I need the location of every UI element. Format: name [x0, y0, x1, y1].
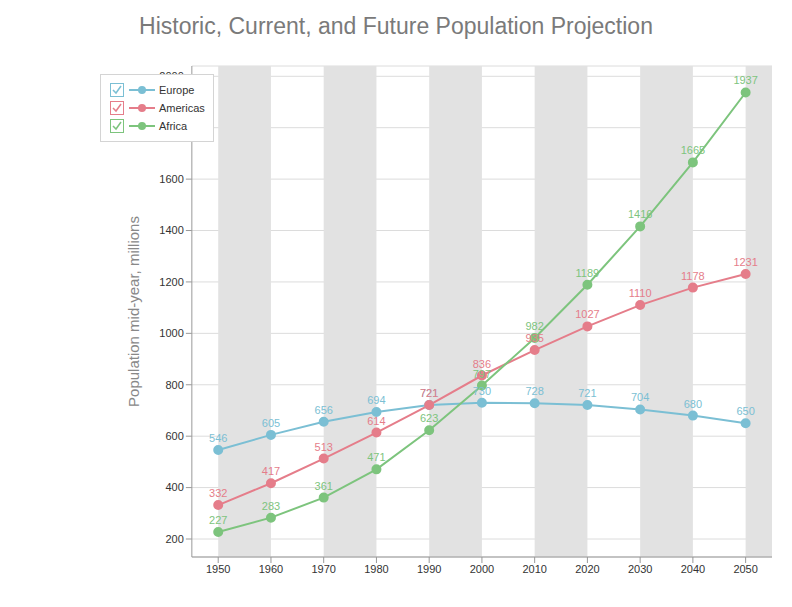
- svg-text:1200: 1200: [159, 276, 183, 288]
- svg-text:1960: 1960: [259, 563, 283, 575]
- svg-text:2030: 2030: [628, 563, 652, 575]
- svg-text:2040: 2040: [681, 563, 705, 575]
- svg-text:361: 361: [315, 480, 333, 492]
- svg-text:2000: 2000: [470, 563, 494, 575]
- svg-text:332: 332: [209, 487, 227, 499]
- svg-text:417: 417: [262, 465, 280, 477]
- svg-text:721: 721: [578, 387, 596, 399]
- svg-text:471: 471: [367, 451, 385, 463]
- svg-text:546: 546: [209, 432, 227, 444]
- svg-text:400: 400: [165, 481, 183, 493]
- svg-text:728: 728: [525, 385, 543, 397]
- svg-text:1416: 1416: [628, 208, 652, 220]
- svg-text:2010: 2010: [522, 563, 546, 575]
- svg-text:614: 614: [367, 415, 385, 427]
- svg-text:227: 227: [209, 514, 227, 526]
- svg-text:1600: 1600: [159, 173, 183, 185]
- svg-text:935: 935: [525, 332, 543, 344]
- svg-text:605: 605: [262, 417, 280, 429]
- svg-text:721: 721: [420, 387, 438, 399]
- svg-text:730: 730: [473, 385, 491, 397]
- svg-text:694: 694: [367, 394, 385, 406]
- svg-text:2020: 2020: [575, 563, 599, 575]
- svg-text:1178: 1178: [681, 270, 705, 282]
- svg-text:200: 200: [165, 533, 183, 545]
- svg-text:800: 800: [165, 379, 183, 391]
- svg-text:1970: 1970: [311, 563, 335, 575]
- svg-text:1189: 1189: [576, 267, 600, 279]
- svg-text:623: 623: [420, 412, 438, 424]
- svg-text:1990: 1990: [417, 563, 441, 575]
- svg-text:Population mid-year, millions: Population mid-year, millions: [125, 216, 142, 407]
- svg-text:656: 656: [315, 404, 333, 416]
- svg-text:600: 600: [165, 430, 183, 442]
- svg-text:1950: 1950: [206, 563, 230, 575]
- svg-text:1000: 1000: [159, 327, 183, 339]
- svg-text:2050: 2050: [733, 563, 757, 575]
- svg-text:1231: 1231: [733, 256, 757, 268]
- svg-text:1400: 1400: [159, 224, 183, 236]
- svg-text:1027: 1027: [575, 308, 599, 320]
- svg-text:513: 513: [315, 441, 333, 453]
- svg-text:650: 650: [736, 405, 754, 417]
- svg-text:1665: 1665: [681, 144, 705, 156]
- svg-text:1937: 1937: [733, 74, 757, 86]
- svg-text:704: 704: [631, 391, 649, 403]
- svg-text:1800: 1800: [159, 122, 183, 134]
- svg-text:1110: 1110: [629, 287, 652, 299]
- svg-text:680: 680: [684, 398, 702, 410]
- svg-text:797: 797: [473, 368, 491, 380]
- svg-text:283: 283: [262, 500, 280, 512]
- svg-text:2000: 2000: [159, 70, 183, 82]
- svg-text:721: 721: [420, 387, 438, 399]
- svg-text:1980: 1980: [364, 563, 388, 575]
- svg-text:982: 982: [525, 320, 543, 332]
